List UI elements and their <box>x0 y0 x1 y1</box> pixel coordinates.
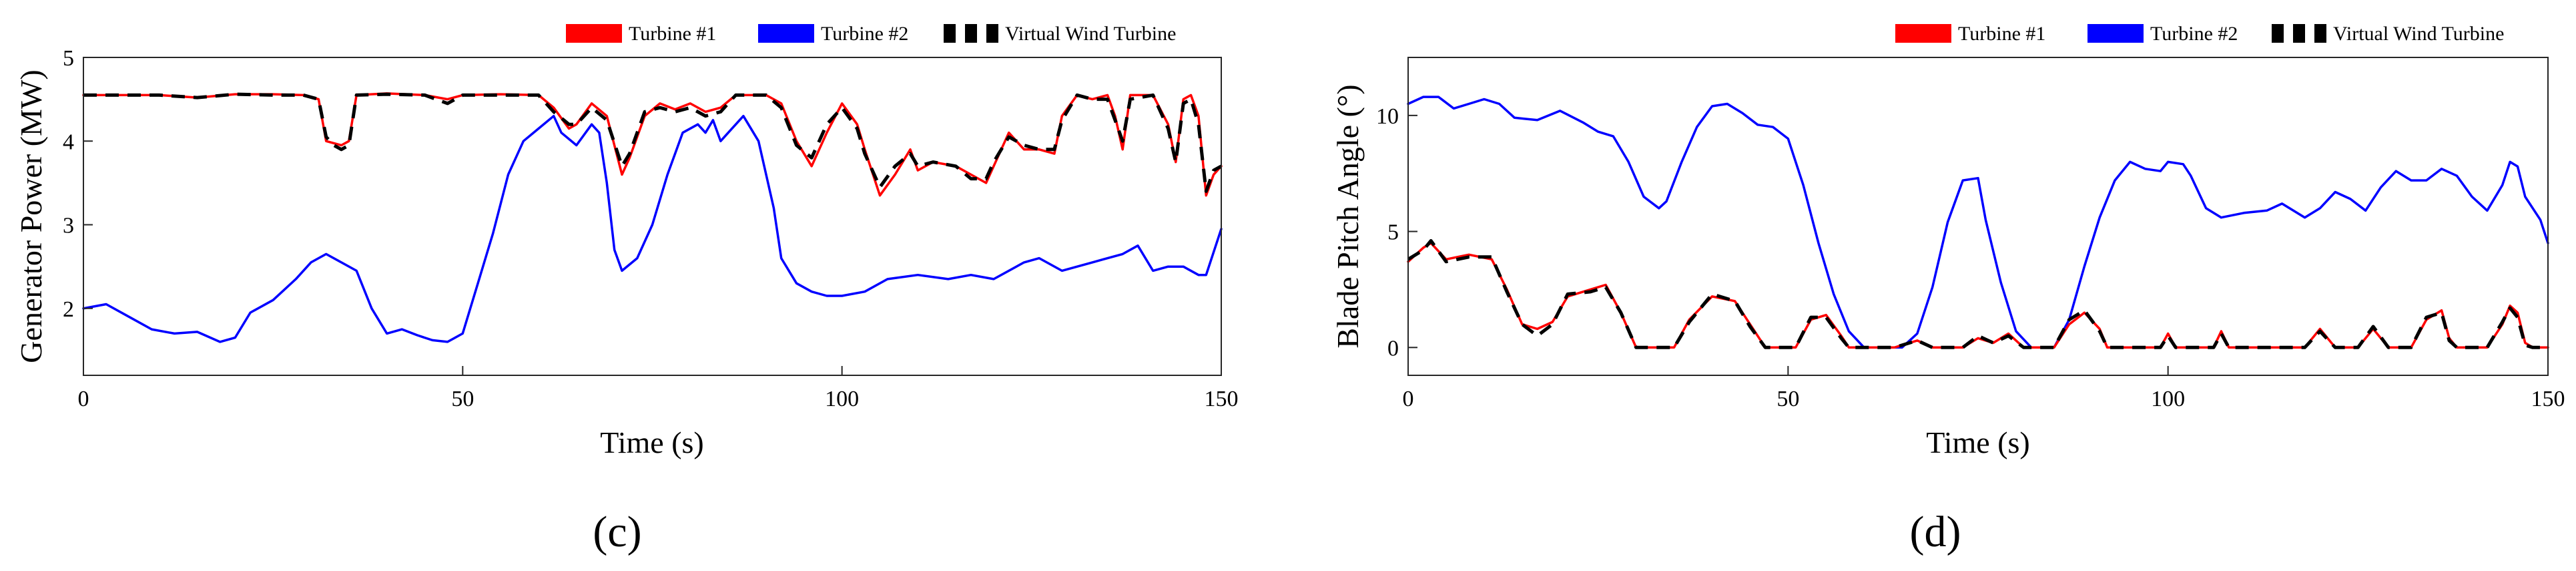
panel-c-legend-swatch-virtual-turbine <box>944 24 998 43</box>
panel-d-legend-swatch-virtual-turbine <box>2272 24 2326 43</box>
panel-d-series-line-turbine-2 <box>1407 96 2549 349</box>
panel-c-generator-power: 0 50 100 150 2 3 4 5 Time (s) Generator Power (… <box>14 23 1239 556</box>
panel-d-legend-swatch-turbine-2 <box>2087 24 2144 43</box>
panel-d-legend: Turbine #1 Turbine #2 Virtual Wind Turbi… <box>1895 23 2504 45</box>
panel-d-series-layer <box>1407 96 2549 349</box>
panel-d-label: (d) <box>1910 508 1961 556</box>
panel-c-y-tick-label: 5 <box>63 46 74 71</box>
panel-c-series-line-turbine-1 <box>82 92 1223 197</box>
panel-d-x-tick-label: 0 <box>1403 387 1414 411</box>
panel-c-y-tick-label: 3 <box>63 214 74 238</box>
panel-c-x-tick-label: 50 <box>451 387 474 411</box>
panel-d-legend-label-virtual-turbine: Virtual Wind Turbine <box>2333 23 2504 45</box>
panel-d-tick-layer: 0 50 100 150 0 5 10 <box>1376 104 2565 411</box>
panel-c-y-axis-title: Generator Power (MW) <box>14 69 48 363</box>
panel-d-legend-swatch-turbine-1 <box>1895 24 1951 43</box>
panel-c-y-tick-label: 4 <box>63 130 74 154</box>
panel-d-plot-frame <box>1407 57 2549 376</box>
panel-c-x-axis-title: Time (s) <box>600 425 704 459</box>
panel-c-series-layer <box>82 92 1223 343</box>
panel-d-x-axis-title: Time (s) <box>1926 425 2030 459</box>
panel-c-y-tick-label: 2 <box>63 297 74 322</box>
panel-d-y-tick-label: 5 <box>1387 220 1399 245</box>
panel-d-series-line-virtual-wind-turbine <box>1407 239 2548 349</box>
panel-d-blade-pitch-angle: 0 50 100 150 0 5 10 Time (s) Blade Pitch Angle… <box>1331 23 2565 556</box>
panel-d-x-tick-label: 100 <box>2151 387 2185 411</box>
panel-c-tick-layer: 0 50 100 150 2 3 4 5 <box>63 46 1239 411</box>
panel-c-x-tick-label: 100 <box>825 387 859 411</box>
panel-d-x-tick-label: 150 <box>2531 387 2565 411</box>
panel-c-plot-frame <box>83 57 1222 376</box>
panel-c-series-line-virtual-wind-turbine <box>83 92 1223 193</box>
panel-c-x-tick-label: 150 <box>1205 387 1239 411</box>
panel-c-legend: Turbine #1 Turbine #2 Virtual Wind Turbi… <box>566 23 1176 45</box>
panel-d-series-line-turbine-1 <box>1407 242 2549 349</box>
panel-c-legend-label-turbine-1: Turbine #1 <box>629 23 716 45</box>
panel-c-series-line-turbine-2 <box>82 114 1223 343</box>
panel-c-label: (c) <box>593 508 641 556</box>
panel-d-y-tick-label: 10 <box>1376 104 1399 129</box>
panel-d-legend-label-turbine-2: Turbine #2 <box>2150 23 2238 45</box>
panel-c-legend-swatch-turbine-1 <box>566 24 622 43</box>
panel-c-legend-label-virtual-turbine: Virtual Wind Turbine <box>1005 23 1176 45</box>
panel-c-legend-label-turbine-2: Turbine #2 <box>821 23 908 45</box>
panel-c-x-tick-label: 0 <box>78 387 89 411</box>
panel-d-legend-label-turbine-1: Turbine #1 <box>1958 23 2045 45</box>
panel-d-y-axis-title: Blade Pitch Angle (°) <box>1331 84 1365 348</box>
panel-d-y-tick-label: 0 <box>1387 336 1399 361</box>
panel-d-x-tick-label: 50 <box>1777 387 1799 411</box>
panel-c-legend-swatch-turbine-2 <box>758 24 814 43</box>
